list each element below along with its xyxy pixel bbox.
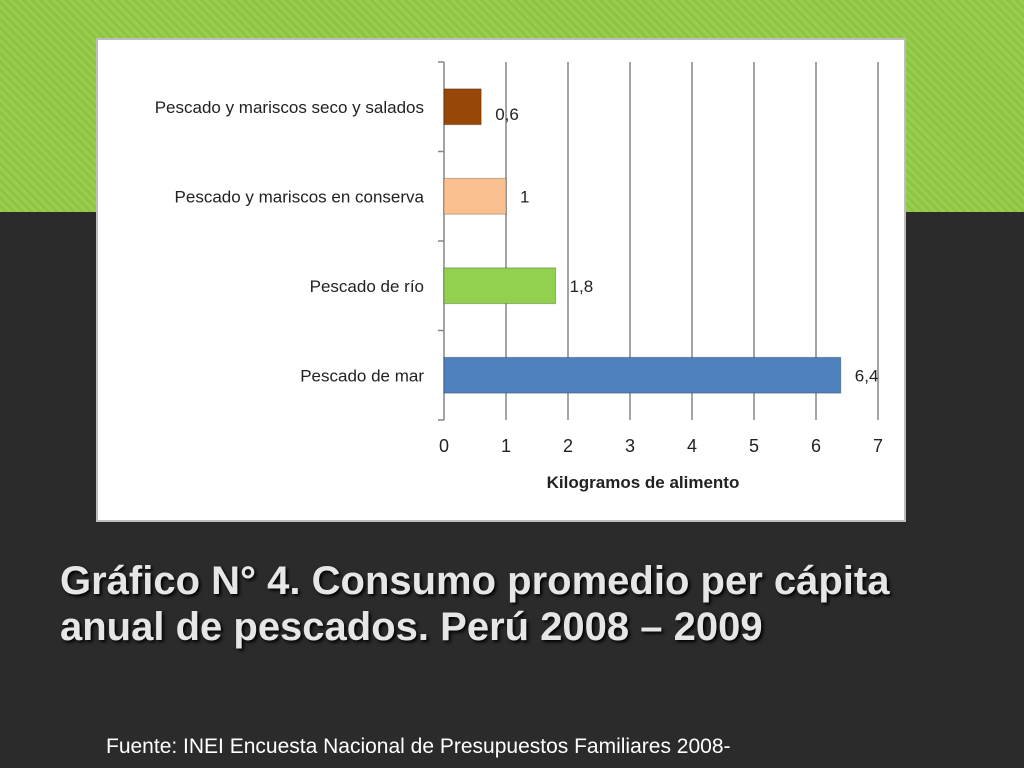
category-label: Pescado y mariscos seco y salados [155, 98, 424, 117]
x-tick-label: 3 [625, 436, 635, 456]
bar-3 [443, 267, 557, 305]
x-tick-label: 2 [563, 436, 573, 456]
chart-frame: Pescado y mariscos seco y salados 0,6 Pesc… [96, 38, 906, 522]
value-label: 0,6 [495, 105, 519, 124]
x-tick-label: 1 [501, 436, 511, 456]
x-tick-label: 6 [811, 436, 821, 456]
bar-1 [443, 88, 482, 126]
bar-chart: Pescado y mariscos seco y salados 0,6 Pesc… [155, 61, 883, 492]
x-tick-label: 4 [687, 436, 697, 456]
x-tick-label: 7 [873, 436, 883, 456]
slide-title: Gráfico N° 4. Consumo promedio per cápit… [60, 559, 890, 649]
bar-4 [443, 356, 842, 394]
category-label: Pescado de mar [300, 366, 424, 385]
x-tick-label: 0 [439, 436, 449, 456]
x-tick-label: 5 [749, 436, 759, 456]
category-label: Pescado de río [310, 277, 424, 296]
value-label: 1 [520, 187, 529, 206]
value-label: 6,4 [855, 366, 879, 385]
category-label: Pescado y mariscos en conserva [175, 187, 425, 206]
source-note: Fuente: INEI Encuesta Nacional de Presup… [106, 735, 731, 758]
value-label: 1,8 [570, 277, 594, 296]
x-axis-title: Kilogramos de alimento [547, 473, 740, 492]
bar-2 [443, 177, 507, 215]
